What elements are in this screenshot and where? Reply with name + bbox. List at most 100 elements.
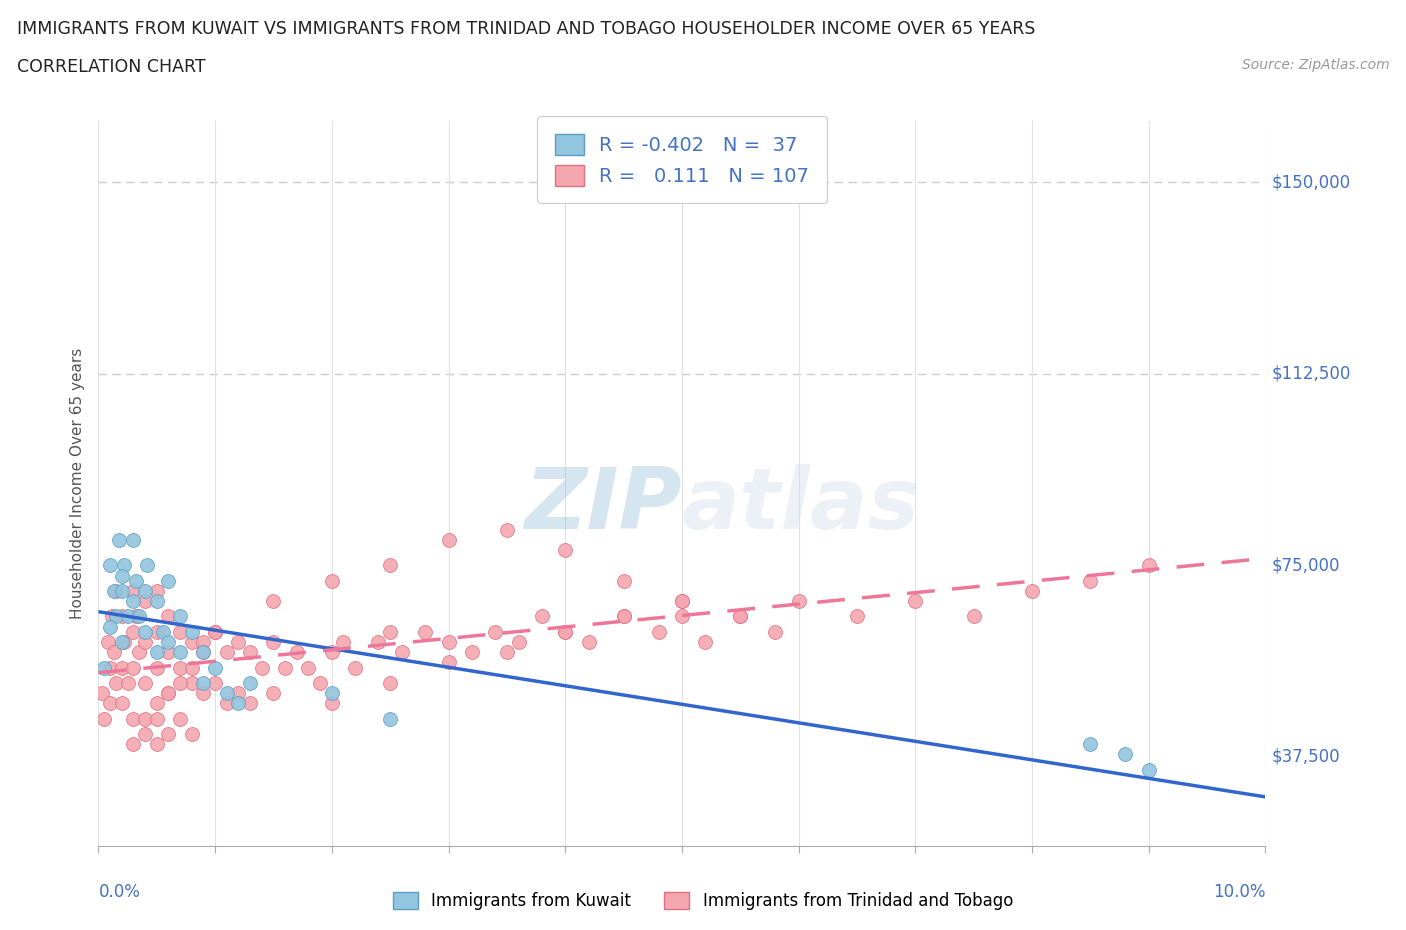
Point	[98, 660, 121, 675]
Legend: R = -0.402   N =  37, R =   0.111   N = 107: R = -0.402 N = 37, R = 0.111 N = 107	[537, 116, 827, 204]
Text: IMMIGRANTS FROM KUWAIT VS IMMIGRANTS FROM TRINIDAD AND TOBAGO HOUSEHOLDER INCOME: IMMIGRANTS FROM KUWAIT VS IMMIGRANTS FRO…	[17, 20, 1035, 38]
Point	[111, 660, 134, 675]
Point	[204, 624, 226, 639]
Point	[262, 634, 284, 649]
Point	[508, 634, 530, 649]
Text: $112,500: $112,500	[1271, 365, 1351, 383]
Point	[93, 711, 115, 726]
Text: $150,000: $150,000	[1271, 173, 1350, 192]
Point	[204, 624, 226, 639]
Point	[321, 685, 343, 700]
Point	[215, 696, 238, 711]
Point	[128, 609, 150, 624]
Point	[554, 624, 576, 639]
Point	[215, 685, 238, 700]
Point	[787, 593, 810, 608]
Point	[671, 609, 693, 624]
Point	[122, 711, 145, 726]
Point	[193, 644, 215, 659]
Point	[380, 675, 402, 690]
Point	[1080, 737, 1102, 751]
Point	[136, 558, 159, 573]
Point	[157, 685, 180, 700]
Point	[93, 660, 115, 675]
Point	[169, 711, 191, 726]
Point	[461, 644, 484, 659]
Point	[101, 609, 124, 624]
Point	[193, 644, 215, 659]
Point	[180, 675, 202, 690]
Point	[321, 644, 343, 659]
Point	[157, 685, 180, 700]
Point	[285, 644, 308, 659]
Point	[122, 593, 145, 608]
Point	[496, 522, 519, 537]
Point	[122, 624, 145, 639]
Point	[152, 624, 174, 639]
Point	[169, 660, 191, 675]
Point	[612, 609, 634, 624]
Point	[484, 624, 506, 639]
Point	[112, 634, 135, 649]
Point	[671, 593, 693, 608]
Point	[98, 619, 121, 634]
Point	[309, 675, 332, 690]
Point	[157, 726, 180, 741]
Point	[204, 660, 226, 675]
Point	[104, 583, 127, 598]
Point	[146, 593, 169, 608]
Point	[134, 583, 156, 598]
Point	[321, 573, 343, 588]
Point	[239, 696, 262, 711]
Text: 0.0%: 0.0%	[98, 883, 141, 900]
Point	[134, 634, 156, 649]
Point	[146, 711, 169, 726]
Point	[180, 634, 202, 649]
Point	[344, 660, 367, 675]
Point	[332, 634, 354, 649]
Point	[380, 624, 402, 639]
Point	[671, 593, 693, 608]
Point	[413, 624, 436, 639]
Point	[730, 609, 752, 624]
Point	[193, 675, 215, 690]
Point	[647, 624, 669, 639]
Point	[111, 696, 134, 711]
Point	[146, 583, 169, 598]
Point	[180, 660, 202, 675]
Point	[262, 593, 284, 608]
Point	[157, 609, 180, 624]
Point	[1080, 573, 1102, 588]
Point	[193, 634, 215, 649]
Point	[134, 726, 156, 741]
Point	[90, 685, 112, 700]
Point	[228, 696, 250, 711]
Text: Source: ZipAtlas.com: Source: ZipAtlas.com	[1241, 58, 1389, 72]
Point	[380, 558, 402, 573]
Point	[111, 634, 134, 649]
Point	[112, 558, 135, 573]
Point	[228, 685, 250, 700]
Point	[111, 583, 134, 598]
Point	[157, 634, 180, 649]
Legend: Immigrants from Kuwait, Immigrants from Trinidad and Tobago: Immigrants from Kuwait, Immigrants from …	[387, 885, 1019, 917]
Point	[125, 573, 148, 588]
Point	[103, 644, 125, 659]
Point	[695, 634, 717, 649]
Point	[146, 644, 169, 659]
Point	[134, 711, 156, 726]
Point	[169, 624, 191, 639]
Point	[530, 609, 553, 624]
Point	[228, 634, 250, 649]
Point	[146, 696, 169, 711]
Point	[904, 593, 927, 608]
Text: CORRELATION CHART: CORRELATION CHART	[17, 58, 205, 75]
Point	[1137, 763, 1160, 777]
Point	[117, 609, 139, 624]
Point	[128, 644, 150, 659]
Point	[554, 624, 576, 639]
Point	[125, 609, 148, 624]
Point	[103, 583, 125, 598]
Point	[122, 660, 145, 675]
Point	[169, 644, 191, 659]
